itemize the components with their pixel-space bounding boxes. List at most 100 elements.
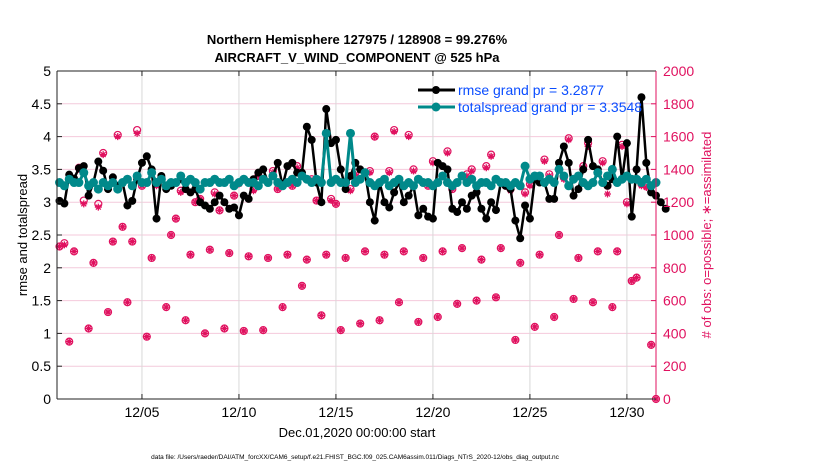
assimilated-obs-point bbox=[453, 300, 461, 308]
rmse-point bbox=[390, 188, 399, 197]
rmse-point bbox=[230, 203, 239, 212]
totalspread-point bbox=[564, 181, 574, 191]
totalspread-point bbox=[108, 178, 118, 188]
y-tick-label: 3.5 bbox=[32, 161, 52, 177]
totalspread-point bbox=[341, 178, 351, 188]
assimilated-obs-point bbox=[264, 254, 272, 262]
assimilated-obs-point bbox=[642, 183, 650, 191]
totalspread-point bbox=[593, 168, 603, 178]
assimilated-obs-point bbox=[623, 200, 631, 208]
rmse-point bbox=[288, 158, 297, 167]
x-tick-label: 12/20 bbox=[415, 404, 450, 420]
assimilated-obs-point bbox=[604, 190, 612, 198]
rmse-point bbox=[656, 198, 665, 207]
rmse-point bbox=[273, 158, 282, 167]
rmse-point bbox=[453, 208, 462, 217]
rmse-point bbox=[365, 198, 374, 207]
assimilated-obs-point bbox=[303, 256, 311, 264]
totalspread-point bbox=[88, 178, 98, 188]
y-tick-label: 0 bbox=[43, 391, 51, 407]
assimilated-obs-point bbox=[647, 341, 655, 349]
y-tick-label: 5 bbox=[43, 63, 51, 79]
assimilated-obs-point bbox=[487, 152, 495, 160]
rmse-point bbox=[94, 157, 103, 166]
rmse-point bbox=[234, 211, 243, 220]
rmse-point bbox=[555, 158, 564, 167]
y2-tick-label: 400 bbox=[663, 325, 687, 341]
y2-tick-label: 800 bbox=[663, 260, 687, 276]
axes: 0 0.5 1 1.5 2 2.5 3 3.5 4 4.5 5 0 200 400 600 800 1000 12… bbox=[32, 63, 695, 420]
rmse-point bbox=[331, 135, 340, 144]
rmse-point bbox=[584, 135, 593, 144]
rmse-point bbox=[380, 198, 389, 207]
totalspread-point bbox=[321, 128, 331, 138]
rmse-point bbox=[511, 216, 520, 225]
legend-spread-marker bbox=[431, 102, 441, 112]
y2-tick-label: 200 bbox=[663, 358, 687, 374]
rmse-point bbox=[399, 198, 408, 207]
assimilated-obs-point bbox=[65, 338, 73, 346]
rmse-point bbox=[462, 204, 471, 213]
assimilated-obs-point bbox=[249, 187, 257, 195]
assimilated-obs-point bbox=[70, 247, 78, 255]
assimilated-obs-point bbox=[395, 298, 403, 306]
footer-data-file: data file: /Users/raeder/DAI/ATM_forcXX/… bbox=[151, 454, 560, 461]
assimilated-obs-point bbox=[492, 293, 500, 301]
totalspread-point bbox=[195, 184, 205, 194]
rmse-point bbox=[336, 165, 345, 174]
legend-spread-label: totalspread grand pr = 3.3548 bbox=[458, 99, 642, 115]
assimilated-obs-point bbox=[274, 185, 282, 193]
rmse-point bbox=[341, 185, 350, 194]
rmse-point bbox=[60, 199, 69, 208]
y-tick-label: 1 bbox=[43, 325, 51, 341]
assimilated-obs-point bbox=[172, 215, 180, 223]
totalspread-point bbox=[520, 161, 530, 171]
assimilated-obs-point bbox=[288, 182, 296, 190]
legend-rmse-marker bbox=[432, 86, 440, 94]
assimilated-obs-point bbox=[322, 251, 330, 259]
totalspread-point bbox=[263, 178, 273, 188]
assimilated-obs-point bbox=[177, 188, 185, 196]
totalspread-point bbox=[292, 178, 302, 188]
rmse-point bbox=[142, 152, 151, 161]
totalspread-point bbox=[559, 171, 569, 181]
y-axis-label: rmse and totalspread bbox=[15, 174, 30, 296]
y2-tick-label: 1200 bbox=[663, 194, 694, 210]
assimilated-obs-point bbox=[463, 172, 471, 180]
totalspread-point bbox=[554, 164, 564, 174]
rmse-point bbox=[317, 198, 326, 207]
assimilated-obs-point bbox=[521, 190, 529, 198]
totalspread-point bbox=[122, 174, 132, 184]
assimilated-obs-point bbox=[468, 167, 476, 175]
assimilated-obs-point bbox=[119, 223, 127, 231]
assimilated-obs-point bbox=[555, 231, 563, 239]
y2-tick-label: 0 bbox=[663, 391, 671, 407]
assimilated-obs-point bbox=[628, 277, 636, 285]
assimilated-obs-point bbox=[574, 254, 582, 262]
assimilated-obs-point bbox=[380, 251, 388, 259]
assimilated-obs-point bbox=[366, 169, 374, 177]
assimilated-obs-point bbox=[385, 169, 393, 177]
totalspread-point bbox=[147, 168, 157, 178]
assimilated-obs-point bbox=[327, 197, 335, 205]
assimilated-obs-point bbox=[85, 324, 93, 332]
totalspread-point bbox=[142, 178, 152, 188]
totalspread-point bbox=[360, 168, 370, 178]
totalspread-point bbox=[467, 174, 477, 184]
totalspread-point bbox=[190, 178, 200, 188]
x-tick-label: 12/30 bbox=[609, 404, 644, 420]
assimilated-obs-point bbox=[356, 320, 364, 328]
totalspread-point bbox=[156, 174, 166, 184]
assimilated-obs-point bbox=[414, 318, 422, 326]
x-tick-label: 12/25 bbox=[512, 404, 547, 420]
rmse-point bbox=[458, 198, 467, 207]
y2-tick-label: 600 bbox=[663, 293, 687, 309]
assimilated-obs-point bbox=[613, 247, 621, 255]
assimilated-obs-point bbox=[56, 242, 64, 250]
rmse-point bbox=[215, 191, 224, 200]
rmse-point bbox=[220, 198, 229, 207]
x-axis-label: Dec.01,2020 00:00:00 start bbox=[279, 425, 436, 440]
assimilated-obs-point bbox=[400, 247, 408, 255]
rmse-point bbox=[579, 165, 588, 174]
